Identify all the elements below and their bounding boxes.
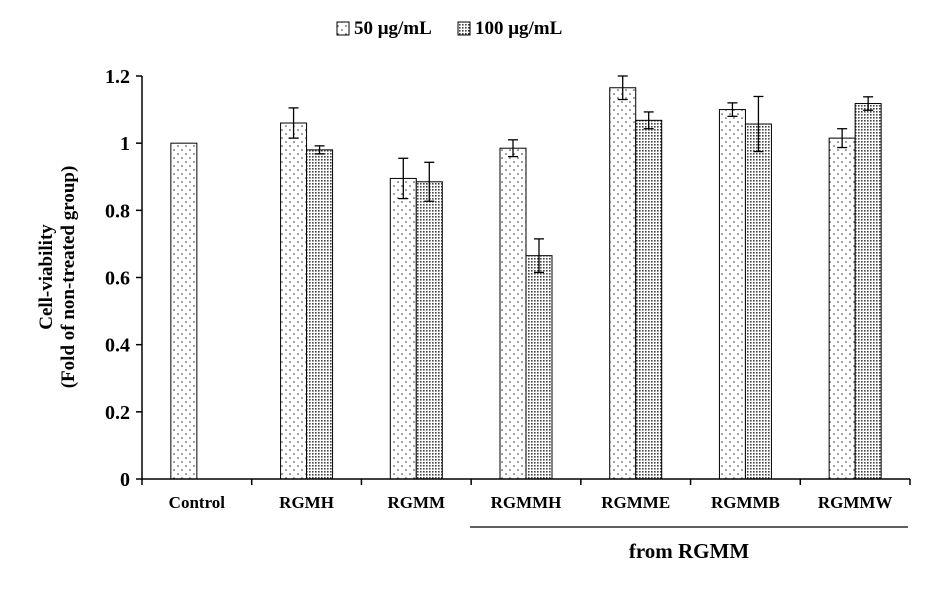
bar-rgmmb-series-2 xyxy=(744,123,772,480)
bar-rgmm-series-2 xyxy=(415,181,443,480)
y-tick-label: 0.6 xyxy=(105,268,130,290)
error-bars xyxy=(288,75,874,274)
legend: 50 μg/mL 100 μg/mL xyxy=(336,18,562,39)
group-label: from RGMM xyxy=(629,539,749,563)
legend-swatch-100 xyxy=(457,21,471,36)
y-axis-ticks: 0 0.2 0.4 0.6 0.8 1 1.2 xyxy=(105,66,142,491)
bar-rgmmw-series-2 xyxy=(854,103,882,480)
bar-rgmme-series-1 xyxy=(609,87,637,480)
bar-rgmm-series-1 xyxy=(389,177,417,480)
bar-rgmh-series-2 xyxy=(306,149,334,480)
bar-rgmme-series-2 xyxy=(635,119,663,480)
bar-rgmh-series-1 xyxy=(280,122,308,480)
y-tick-label: 0.2 xyxy=(105,402,130,424)
bar-control-series-1 xyxy=(170,142,198,480)
y-axis-label: Cell-viability xyxy=(36,224,57,330)
y-tick-label: 0.4 xyxy=(105,335,130,357)
bar-rgmmw-series-1 xyxy=(828,137,856,480)
bars xyxy=(170,87,882,480)
bar-rgmmh-series-1 xyxy=(499,147,527,480)
legend-swatch-50 xyxy=(336,21,350,36)
bar-rgmmh-series-2 xyxy=(525,255,553,480)
bar-rgmmb-series-1 xyxy=(718,109,746,480)
x-axis-labels: Control RGMH RGMM RGMMH RGMME RGMMB RGMMW xyxy=(141,479,911,512)
y-tick-label: 1.2 xyxy=(105,66,130,88)
y-tick-label: 1 xyxy=(120,133,130,155)
x-tick-label: Control xyxy=(169,493,226,512)
y-axis-sublabel: (Fold of non-treated group) xyxy=(58,166,79,389)
x-tick-label: RGMMH xyxy=(491,493,562,512)
x-tick-label: RGMMW xyxy=(818,493,893,512)
x-tick-label: RGMMB xyxy=(711,493,780,512)
legend-label-50: 50 μg/mL xyxy=(354,18,432,39)
x-tick-label: RGMME xyxy=(601,493,670,512)
y-tick-label: 0.8 xyxy=(105,200,130,222)
y-tick-label: 0 xyxy=(120,469,130,491)
y-axis-title: Cell-viability (Fold of non-treated grou… xyxy=(36,166,79,389)
legend-label-100: 100 μg/mL xyxy=(475,18,562,39)
x-tick-label: RGMM xyxy=(387,493,445,512)
x-tick-label: RGMH xyxy=(279,493,334,512)
